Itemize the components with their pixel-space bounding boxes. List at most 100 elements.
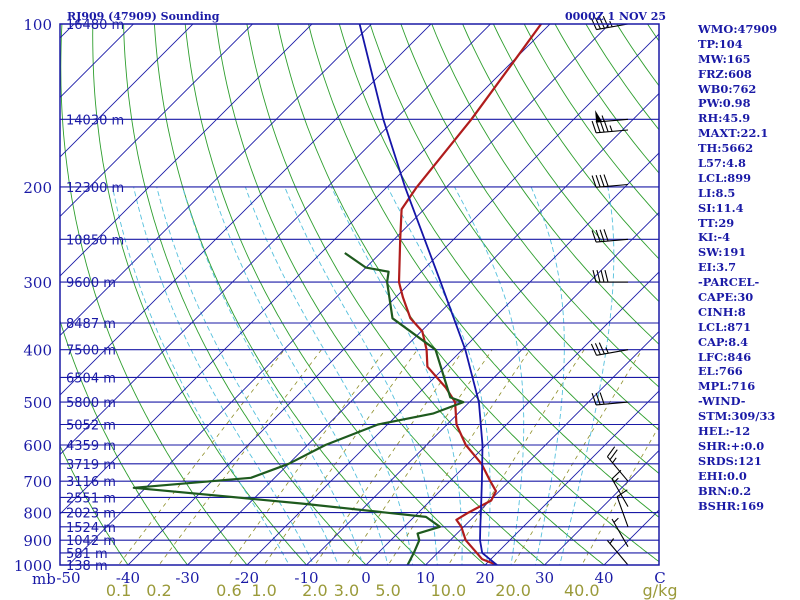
temperature-tick-label: -20 [235, 569, 259, 587]
isotherm-line [365, 271, 659, 565]
isotherm-line [60, 24, 432, 396]
index-item: MAXT:22.1 [698, 126, 769, 141]
mixing-ratio-tick-label: 2.0 [302, 581, 327, 600]
dry-adiabat-line [431, 24, 659, 345]
mixing-ratio-line [118, 349, 285, 565]
moist-adiabat-line [330, 186, 463, 565]
index-item: TT:29 [698, 215, 735, 230]
pressure-tick-label: 800 [23, 505, 52, 523]
moist-adiabat-line [244, 186, 413, 565]
index-panel: WMO:47909 TP:104 MW:165 FRZ:608 WB0:762 PW:0.… [698, 22, 798, 513]
height-label: 3719 m [66, 458, 116, 473]
index-item: LFC:846 [698, 349, 752, 364]
index-item: LI:8.5 [698, 185, 736, 200]
index-item: RH:45.9 [698, 111, 751, 126]
wind-barb [616, 489, 629, 527]
isotherm-line [60, 24, 254, 218]
wind-barb [591, 119, 629, 134]
wind-barb-pennant [595, 110, 603, 123]
temperature-tick-label: 30 [535, 569, 554, 587]
wind-barb [590, 342, 629, 356]
wind-barb [592, 269, 628, 283]
parcel-profile [358, 24, 498, 565]
height-label: 1042 m [66, 534, 116, 549]
index-item: MW:165 [698, 51, 751, 66]
index-item: EI:3.7 [698, 260, 737, 275]
pressure-tick-label: 700 [23, 473, 52, 491]
mixing-ratio-tick-label: 5.0 [375, 581, 400, 600]
mixing-ratio-tick-label: 10.0 [431, 581, 467, 600]
moist-adiabat-line [112, 186, 290, 565]
height-label: 138 m [66, 559, 108, 574]
pressure-tick-label: 100 [23, 16, 52, 34]
wind-barb-flag [599, 120, 605, 133]
wind-barb [611, 469, 629, 507]
index-item: SHR:+:0.0 [698, 438, 765, 453]
mixing-ratio-line [314, 349, 464, 565]
pressure-unit-label: mb [32, 570, 56, 588]
height-label: 8487 m [66, 317, 116, 332]
moist-adiabat-line [211, 186, 389, 565]
wind-barb-flag [594, 343, 601, 355]
wind-barb-flag [595, 392, 601, 405]
height-label: 581 m [66, 547, 108, 562]
temperature-tick-label: 0 [361, 569, 371, 587]
height-label: 12300 m [66, 181, 124, 196]
wind-barb-shaft [596, 238, 629, 243]
wind-barb-flag [595, 229, 601, 242]
wind-barb-flag [592, 269, 597, 283]
isotherm-line [60, 24, 551, 515]
height-label: 4359 m [66, 439, 116, 454]
mixing-ratio-tick-label: 0.1 [106, 581, 131, 600]
height-label: 3116 m [66, 475, 116, 490]
index-item: CAP:8.4 [698, 334, 749, 349]
wind-barb-half-flag [605, 347, 609, 354]
dry-adiabat-line [492, 24, 659, 260]
isobars [60, 23, 659, 566]
index-item: KI:-4 [698, 230, 731, 245]
dewpoint-profile [132, 252, 465, 565]
height-label: 10850 m [66, 233, 124, 248]
index-item: CAPE:30 [698, 290, 754, 305]
wind-barb [591, 229, 629, 243]
pressure-tick-label: 900 [23, 532, 52, 550]
time-title: 0000Z 1 NOV 25 [565, 10, 666, 23]
index-item: MPL:716 [698, 379, 756, 394]
height-label: 14030 m [66, 113, 124, 128]
index-item: WMO:47909 [698, 22, 778, 36]
wind-barbs [590, 15, 629, 566]
wind-barb-shaft [611, 478, 629, 507]
index-item: TH:5662 [698, 141, 754, 156]
index-item: CINH:8 [698, 304, 746, 319]
index-item: WB0:762 [698, 81, 757, 96]
pressure-tick-label: 300 [23, 274, 52, 292]
wind-barb-flag [606, 446, 616, 458]
isotherm-line [60, 24, 313, 277]
height-label: 2551 m [66, 491, 116, 506]
pressure-tick-label: 400 [23, 342, 52, 360]
wind-barb-half-flag [609, 538, 615, 544]
wind-barb-flag [596, 269, 601, 283]
index-item: BRN:0.2 [698, 483, 752, 498]
temperature-tick-label: -10 [294, 569, 318, 587]
wind-barb-flag [604, 269, 609, 283]
index-item: -PARCEL- [698, 275, 760, 290]
wind-barb-flag [591, 393, 597, 406]
isotherm-line [67, 24, 611, 565]
mixing-ratio-tick-label: 3.0 [334, 581, 359, 600]
height-label: 5052 m [66, 419, 116, 434]
wind-barb-flag [598, 16, 605, 29]
wind-barb-flag [611, 469, 622, 480]
mixing-ratio-line [581, 425, 659, 565]
mixing-ratio-line [158, 349, 322, 565]
height-label: 6504 m [66, 371, 116, 386]
station-title: RJ909 (47909) Sounding [67, 10, 220, 23]
wind-barb-flag [599, 392, 605, 405]
wind-barb-shaft [596, 349, 629, 356]
index-item: LCL:871 [698, 319, 752, 334]
index-item: -WIND- [698, 394, 746, 409]
wind-barb-flag [591, 175, 597, 188]
background-lines [60, 24, 659, 565]
mixing-ratio-unit-label: g/kg [643, 581, 678, 600]
dry-adiabat-line [60, 24, 248, 565]
